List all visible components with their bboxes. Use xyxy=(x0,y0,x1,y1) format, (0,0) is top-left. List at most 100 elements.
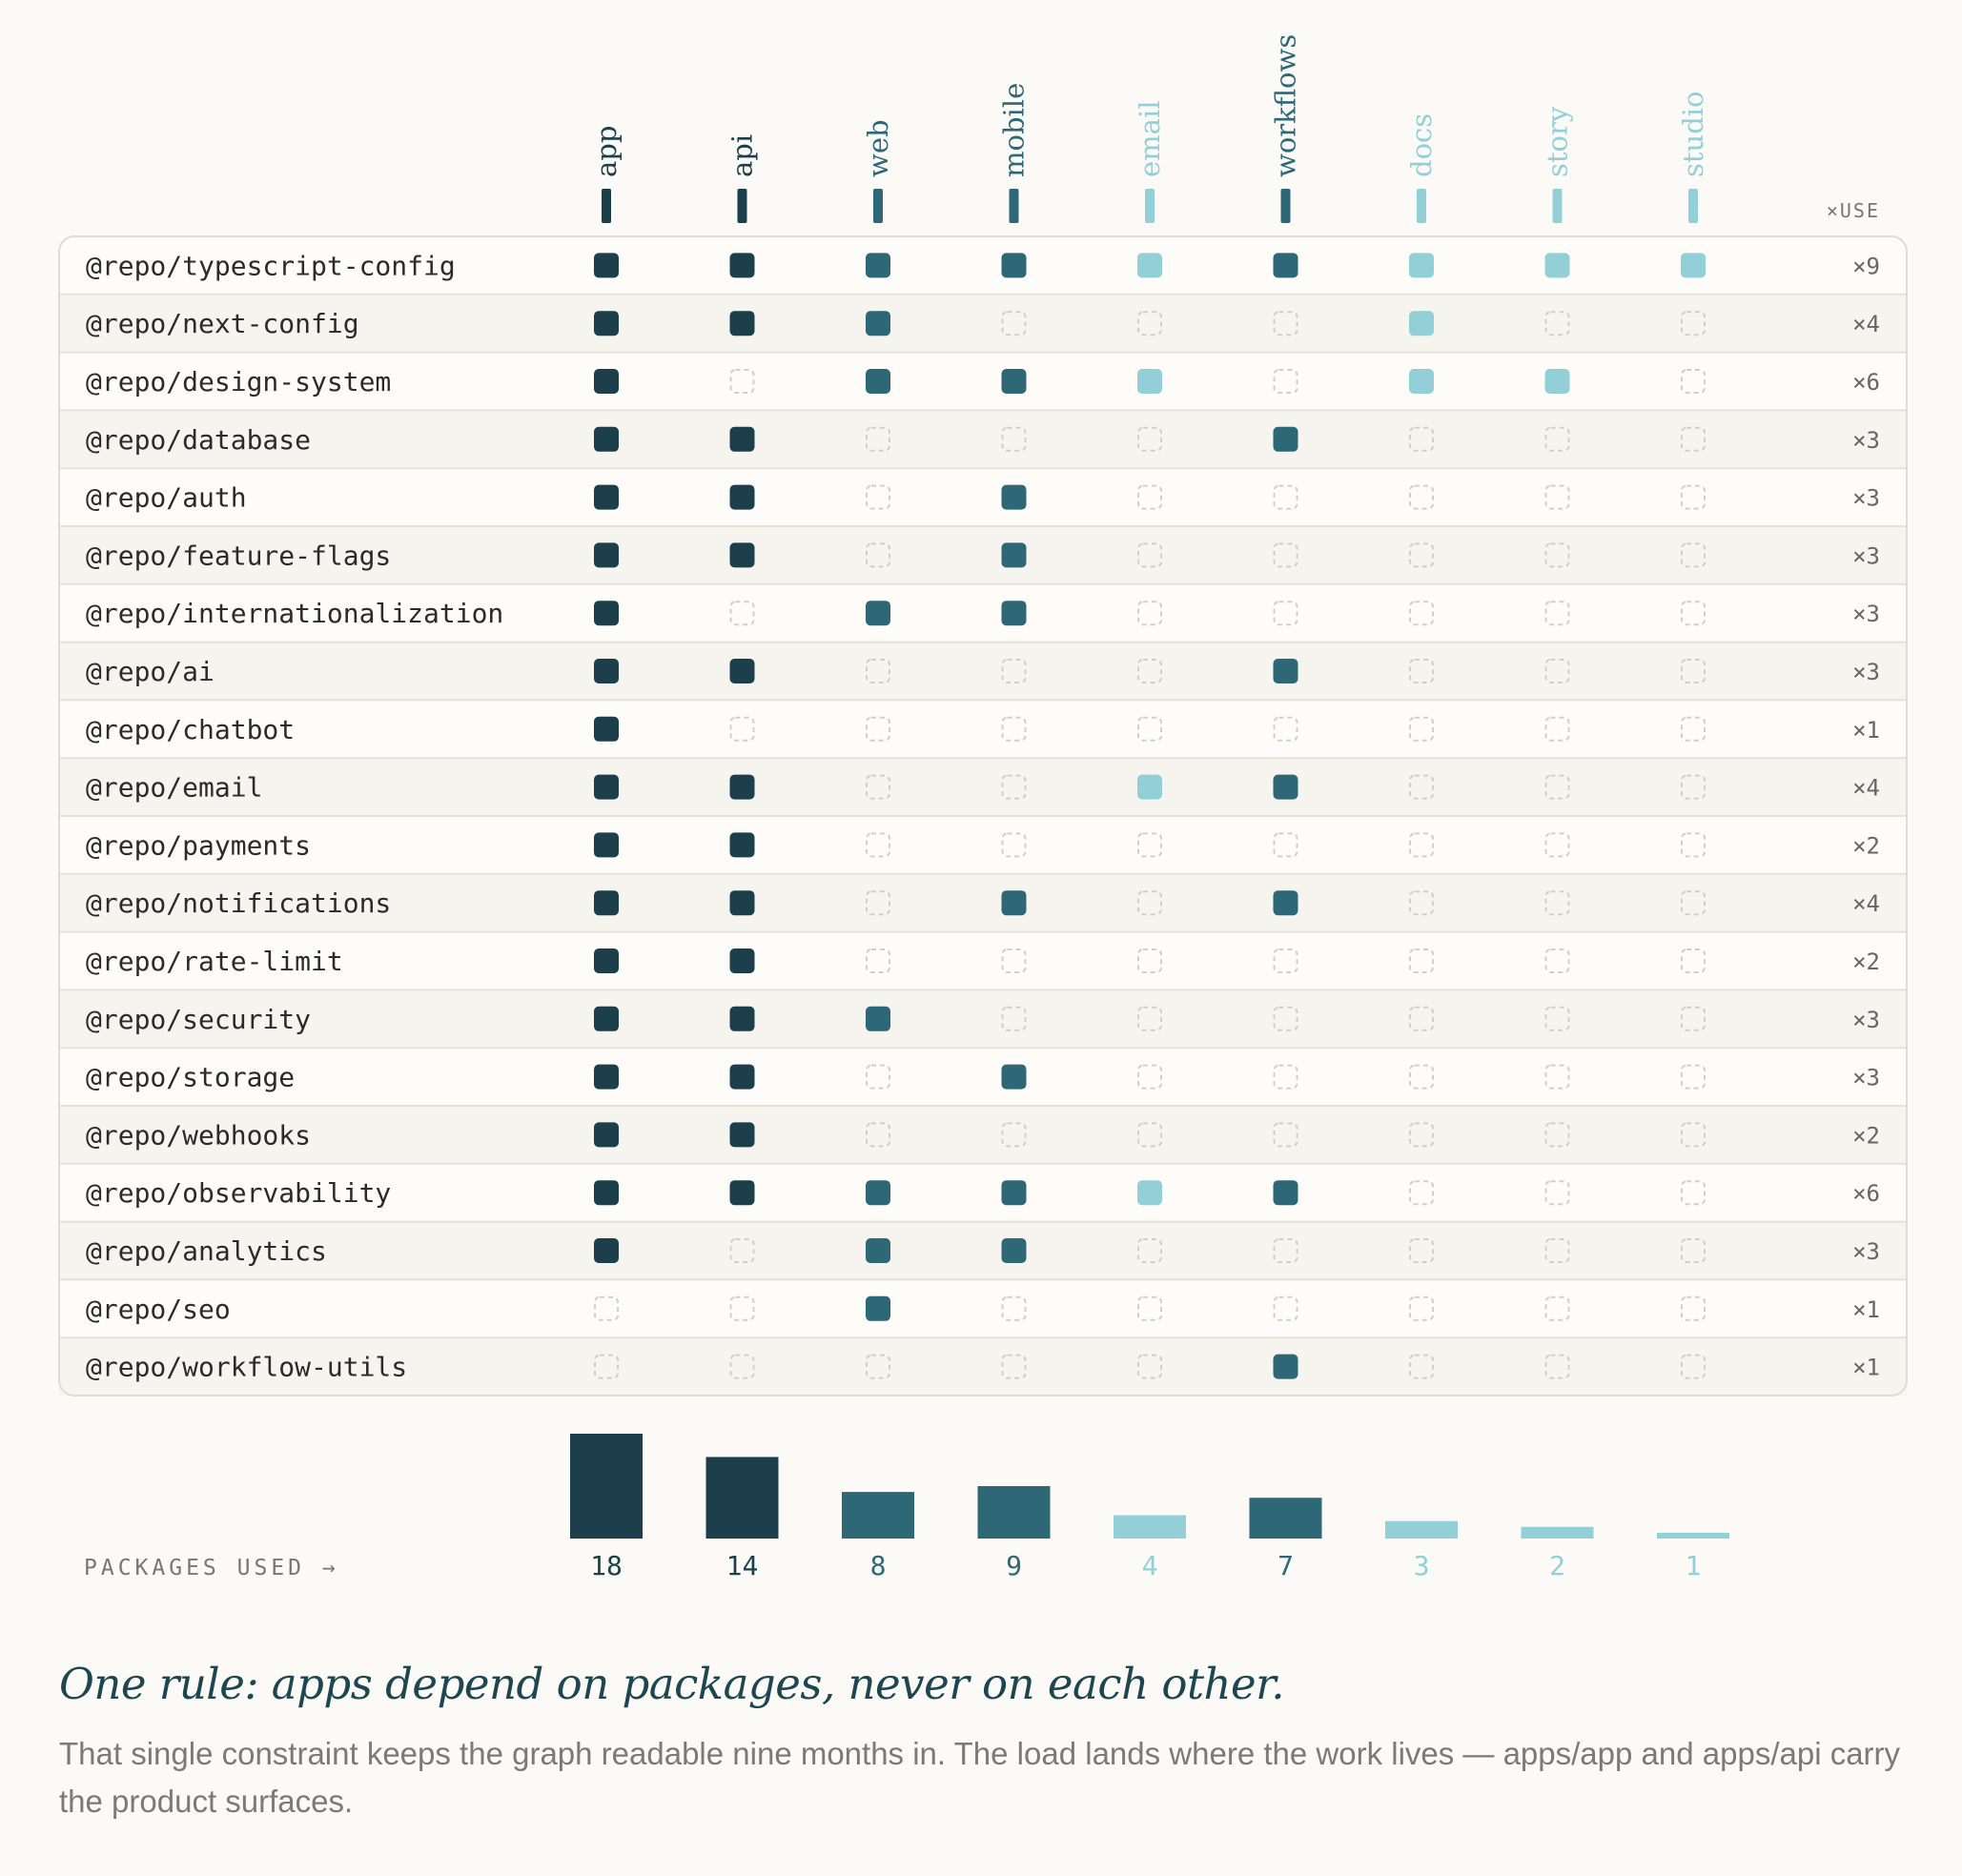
dependency-cell-empty xyxy=(1137,659,1162,683)
dependency-cell-filled xyxy=(594,948,619,973)
dependency-cell-filled xyxy=(866,1006,890,1031)
dependency-cell-empty xyxy=(1681,1180,1706,1206)
dependency-cell-filled xyxy=(594,716,619,742)
dependency-cell-empty xyxy=(1409,1295,1434,1321)
dependency-cell-empty xyxy=(1137,716,1162,742)
dependency-cell-empty xyxy=(1681,311,1706,336)
packages-used-bar-story xyxy=(1521,1526,1594,1539)
column-header-workflows: workflows xyxy=(1270,34,1302,177)
dependency-cell-empty xyxy=(1001,1295,1027,1321)
dependency-cell-empty xyxy=(1273,1238,1298,1263)
dependency-cell-empty xyxy=(1001,311,1027,336)
dependency-cell-filled xyxy=(1001,890,1027,916)
dependency-cell-empty xyxy=(866,1122,890,1148)
dependency-cell-empty xyxy=(1001,659,1027,683)
table-row-bg xyxy=(59,1163,1907,1222)
dependency-cell-empty xyxy=(1273,948,1298,973)
dependency-cell-empty xyxy=(1681,1064,1706,1090)
table-row-bg xyxy=(59,352,1907,411)
dependency-cell-filled xyxy=(1273,890,1298,916)
package-name: @repo/typescript-config xyxy=(86,250,456,281)
table-row-bg xyxy=(59,642,1907,701)
dependency-cell-empty xyxy=(1544,601,1570,626)
dependency-cell-filled xyxy=(594,774,619,800)
dependency-cell-filled xyxy=(866,253,890,278)
dependency-cell-empty xyxy=(1544,311,1570,336)
dependency-cell-filled xyxy=(1001,1064,1027,1090)
dependency-cell-empty xyxy=(1137,1006,1162,1031)
package-name: @repo/design-system xyxy=(86,366,391,398)
caption: One rule: apps depend on packages, never… xyxy=(59,1659,1909,1825)
column-header-web: web xyxy=(862,119,894,177)
dependency-cell-empty xyxy=(1544,1238,1570,1263)
dependency-cell-filled xyxy=(1001,542,1027,568)
dependency-cell-empty xyxy=(1137,426,1162,452)
dependency-cell-filled xyxy=(594,659,619,683)
packages-used-value-mobile: 9 xyxy=(1006,1550,1022,1581)
dependency-cell-filled xyxy=(1001,253,1027,278)
dependency-cell-empty xyxy=(1409,1006,1434,1031)
package-name: @repo/seo xyxy=(86,1294,231,1325)
packages-used-bar-api xyxy=(705,1457,779,1539)
packages-used-bar-app xyxy=(570,1434,643,1539)
use-count: ×1 xyxy=(1852,1296,1880,1323)
dependency-cell-filled xyxy=(729,1122,755,1148)
dependency-cell-empty xyxy=(1544,832,1570,858)
dependency-cell-filled xyxy=(1273,253,1298,278)
column-header-app: app xyxy=(590,126,623,177)
column-header-email: email xyxy=(1134,100,1166,177)
dependency-cell-empty xyxy=(1409,426,1434,452)
packages-used-bar-workflows xyxy=(1249,1498,1322,1539)
dependency-cell-empty xyxy=(1137,1064,1162,1090)
packages-used-bar-studio xyxy=(1657,1532,1729,1539)
use-count: ×3 xyxy=(1852,1007,1880,1033)
dependency-cell-empty xyxy=(729,369,755,394)
column-marker-app xyxy=(602,189,611,223)
package-name: @repo/database xyxy=(86,424,311,456)
dependency-cell-empty xyxy=(1273,601,1298,626)
dependency-cell-empty xyxy=(1681,890,1706,916)
package-name: @repo/ai xyxy=(86,656,215,687)
dependency-cell-empty xyxy=(1001,716,1027,742)
packages-used-value-app: 18 xyxy=(590,1550,623,1581)
dependency-cell-empty xyxy=(1001,426,1027,452)
dependency-cell-filled xyxy=(594,832,619,858)
packages-used-value-web: 8 xyxy=(870,1550,887,1581)
dependency-cell-empty xyxy=(1544,1295,1570,1321)
table-row-bg xyxy=(59,931,1907,990)
dependency-cell-empty xyxy=(1137,1295,1162,1321)
dependency-cell-filled xyxy=(729,426,755,452)
dependency-cell-empty xyxy=(1681,601,1706,626)
dependency-cell-empty xyxy=(1681,774,1706,800)
dependency-cell-filled xyxy=(729,542,755,568)
dependency-cell-filled xyxy=(729,659,755,683)
use-count: ×3 xyxy=(1852,659,1880,685)
package-name: @repo/storage xyxy=(86,1062,295,1093)
dependency-cell-empty xyxy=(1544,890,1570,916)
package-name: @repo/payments xyxy=(86,829,311,861)
dependency-cell-empty xyxy=(1137,890,1162,916)
dependency-cell-empty xyxy=(1681,426,1706,452)
caption-title: One rule: apps depend on packages, never… xyxy=(59,1659,1285,1709)
use-count: ×1 xyxy=(1852,717,1880,744)
dependency-cell-filled xyxy=(594,426,619,452)
dependency-cell-empty xyxy=(1409,948,1434,973)
dependency-cell-filled xyxy=(594,311,619,336)
dependency-cell-empty xyxy=(1681,1006,1706,1031)
dependency-cell-filled xyxy=(1273,426,1298,452)
dependency-cell-empty xyxy=(866,832,890,858)
dependency-cell-filled xyxy=(1001,1238,1027,1263)
dependency-cell-empty xyxy=(1409,716,1434,742)
package-name: @repo/webhooks xyxy=(86,1119,311,1151)
dependency-cell-empty xyxy=(1001,832,1027,858)
table-row-bg xyxy=(59,873,1907,932)
dependency-cell-empty xyxy=(1544,659,1570,683)
dependency-cell-empty xyxy=(1544,1006,1570,1031)
dependency-cell-filled xyxy=(729,253,755,278)
package-name: @repo/internationalization xyxy=(86,598,503,629)
dependency-cell-filled xyxy=(729,1180,755,1206)
dependency-cell-empty xyxy=(1544,1180,1570,1206)
dependency-cell-filled xyxy=(1409,253,1434,278)
dependency-cell-filled xyxy=(1137,253,1162,278)
packages-used-value-email: 4 xyxy=(1142,1550,1158,1581)
